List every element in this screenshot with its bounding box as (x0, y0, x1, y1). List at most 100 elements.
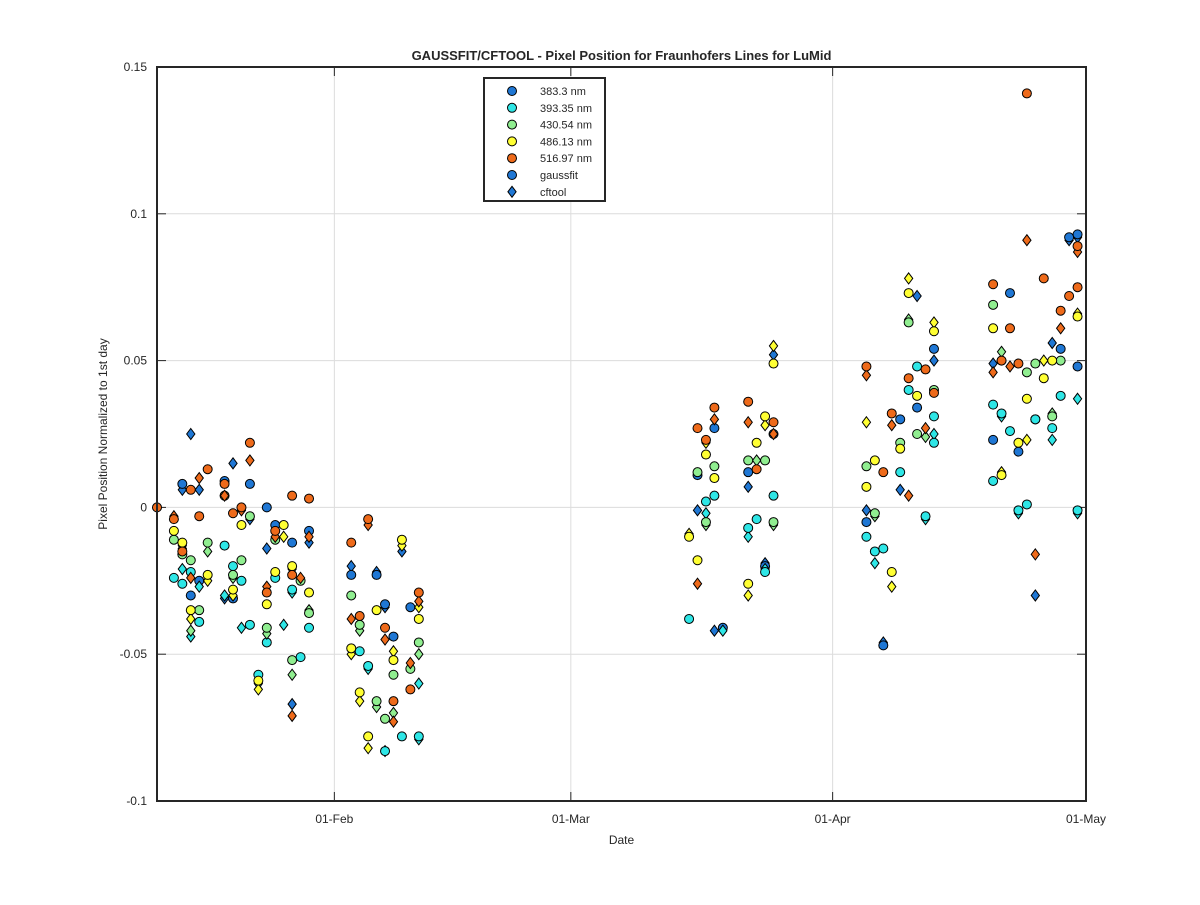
gaussfit-marker-393-35-nm (380, 746, 391, 757)
gaussfit-marker-486-13-nm (895, 443, 906, 454)
gaussfit-marker-516-97-nm (1038, 273, 1049, 284)
gaussfit-marker-516-97-nm (768, 417, 779, 428)
gaussfit-marker-430-54-nm (709, 461, 720, 472)
legend-label: 486.13 nm (540, 136, 592, 148)
cftool-marker-486-13-nm (1022, 433, 1032, 447)
gaussfit-marker-486-13-nm (996, 470, 1007, 481)
gaussfit-marker-393-35-nm (903, 384, 914, 395)
gaussfit-marker-486-13-nm (1013, 437, 1024, 448)
cftool-marker-383-3-nm (709, 624, 720, 638)
y-tick-label: 0.15 (124, 60, 148, 74)
gaussfit-marker-516-97-nm (1013, 358, 1024, 369)
gaussfit-marker-383-3-nm (1072, 361, 1083, 372)
cftool-marker-430-54-nm (414, 647, 424, 661)
gaussfit-marker-393-35-nm (1072, 505, 1083, 516)
gaussfit-marker-486-13-nm (1047, 355, 1058, 366)
gaussfit-marker-383-3-nm (1072, 229, 1083, 240)
gaussfit-marker-486-13-nm (700, 449, 711, 460)
gaussfit-marker-486-13-nm (228, 584, 239, 595)
gaussfit-marker-430-54-nm (228, 569, 239, 580)
cftool-marker-383-3-nm (912, 289, 922, 303)
gaussfit-marker-393-35-nm (920, 511, 931, 522)
gaussfit-marker-516-97-nm (228, 508, 239, 519)
cftool-marker-393-35-nm (1072, 392, 1083, 406)
gaussfit-marker-383-3-nm (177, 478, 188, 489)
cftool-marker-383-3-nm (186, 427, 196, 441)
cftool-marker-516-97-nm (709, 412, 720, 426)
gaussfit-marker-430-54-nm (1047, 411, 1058, 422)
gaussfit-marker-393-35-nm (396, 731, 407, 742)
legend-marker (507, 119, 517, 130)
cftool-marker-486-13-nm (363, 741, 373, 755)
gaussfit-marker-393-35-nm (928, 437, 939, 448)
gaussfit-marker-516-97-nm (1055, 305, 1066, 316)
gaussfit-marker-516-97-nm (244, 437, 255, 448)
x-axis-label: Date (609, 833, 635, 847)
gaussfit-marker-383-3-nm (1055, 343, 1066, 354)
gaussfit-marker-486-13-nm (363, 731, 374, 742)
gaussfit-marker-516-97-nm (304, 493, 315, 504)
legend-marker (507, 102, 517, 113)
gaussfit-marker-430-54-nm (692, 467, 703, 478)
cftool-marker-516-97-nm (887, 418, 897, 432)
x-tick-labels: 01-Feb 01-Mar 01-Apr 01-May (315, 812, 1106, 826)
gaussfit-marker-393-35-nm (912, 361, 923, 372)
cftool-marker-516-97-nm (186, 571, 196, 585)
gaussfit-marker-486-13-nm (692, 555, 703, 566)
gaussfit-marker-430-54-nm (1055, 355, 1066, 366)
gaussfit-marker-486-13-nm (270, 566, 281, 577)
gaussfit-marker-383-3-nm (988, 434, 999, 445)
y-tick-labels: -0.1 -0.05 0 0.05 0.1 0.15 (120, 60, 148, 808)
gaussfit-marker-430-54-nm (194, 605, 205, 616)
gaussfit-marker-393-35-nm (988, 475, 999, 486)
gaussfit-marker-486-13-nm (388, 655, 399, 666)
gaussfit-marker-486-13-nm (253, 675, 264, 686)
gaussfit-marker-430-54-nm (354, 619, 365, 630)
cftool-marker-383-3-nm (861, 504, 872, 517)
gaussfit-marker-430-54-nm (743, 455, 754, 466)
gaussfit-marker-383-3-nm (244, 478, 255, 489)
legend-marker (507, 136, 517, 147)
cftool-marker-393-35-nm (718, 624, 728, 638)
gaussfit-marker-393-35-nm (177, 578, 188, 589)
cftool-marker-393-35-nm (177, 562, 188, 576)
cftool-marker-486-13-nm (278, 530, 289, 544)
y-tick-label: 0.1 (130, 207, 147, 221)
gaussfit-marker-486-13-nm (743, 578, 754, 589)
cftool-marker-486-13-nm (253, 683, 264, 696)
legend-box (483, 77, 606, 202)
cftool-marker-430-54-nm (186, 624, 196, 638)
gaussfit-marker-393-35-nm (244, 619, 255, 630)
gaussfit-marker-430-54-nm (869, 508, 880, 519)
gaussfit-marker-430-54-nm (244, 511, 255, 522)
gaussfit-marker-393-35-nm (1055, 390, 1066, 401)
gaussfit-marker-393-35-nm (413, 731, 424, 742)
gaussfit-marker-486-13-nm (287, 561, 298, 572)
gaussfit-marker-430-54-nm (287, 655, 298, 666)
cftool-marker-516-97-nm (346, 612, 356, 626)
y-tick-label: 0.05 (124, 354, 148, 368)
cftool-marker-516-97-nm (304, 530, 314, 544)
gaussfit-marker-430-54-nm (261, 622, 272, 633)
gaussfit-marker-393-35-nm (1030, 414, 1041, 425)
gaussfit-marker-430-54-nm (236, 555, 247, 566)
gaussfit-marker-383-3-nm (1064, 232, 1075, 243)
legend-label: 393.35 nm (540, 103, 592, 115)
cftool-marker-486-13-nm (768, 339, 779, 353)
gaussfit-marker-430-54-nm (304, 608, 315, 619)
gaussfit-marker-486-13-nm (709, 473, 720, 484)
gaussfit-marker-393-35-nm (287, 584, 298, 595)
cftool-marker-383-3-nm (1047, 336, 1057, 350)
cftool-marker-393-35-nm (219, 589, 230, 602)
gaussfit-marker-383-3-nm (405, 602, 416, 613)
cftool-marker-516-97-nm (380, 633, 390, 646)
gaussfit-marker-486-13-nm (185, 605, 196, 616)
gaussfit-marker-393-35-nm (304, 622, 315, 633)
gaussfit-marker-383-3-nm (878, 640, 889, 651)
gaussfit-marker-516-97-nm (1021, 88, 1032, 99)
legend-marker (507, 153, 517, 164)
gaussfit-marker-383-3-nm (743, 467, 754, 478)
cftool-marker-486-13-nm (186, 612, 196, 626)
gaussfit-marker-486-13-nm (988, 323, 999, 334)
